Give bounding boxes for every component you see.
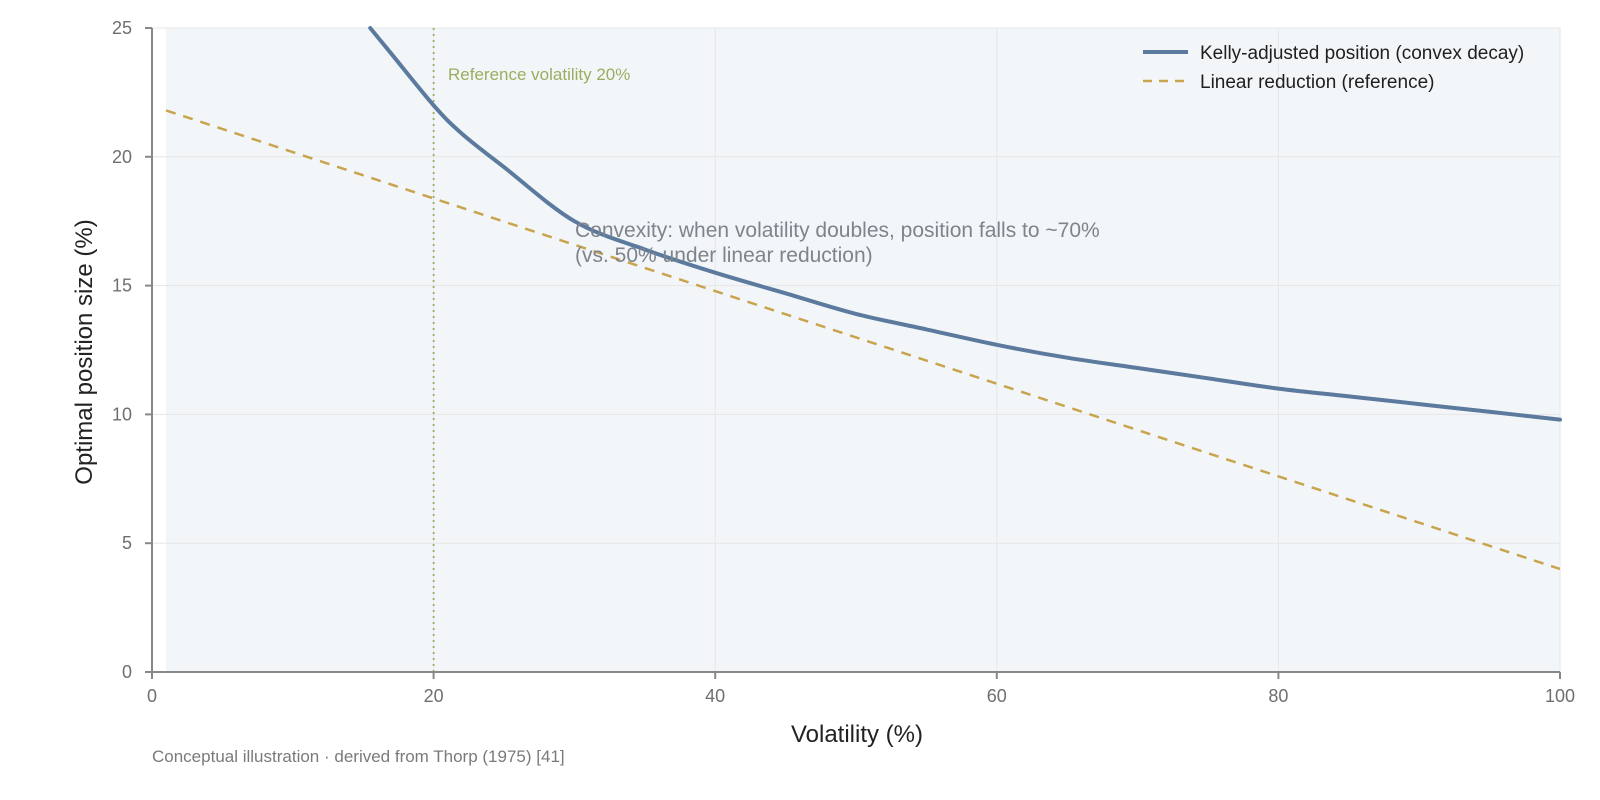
y-tick-label: 15 bbox=[112, 276, 132, 296]
x-tick-label: 100 bbox=[1545, 686, 1575, 706]
x-axis-title: Volatility (%) bbox=[791, 721, 923, 748]
reference-volatility-label: Reference volatility 20% bbox=[448, 65, 630, 84]
x-tick-label: 40 bbox=[705, 686, 725, 706]
y-tick-label: 0 bbox=[122, 662, 132, 682]
legend: Kelly-adjusted position (convex decay) L… bbox=[1143, 43, 1524, 93]
area-fill bbox=[166, 28, 1561, 672]
y-tick-label: 10 bbox=[112, 404, 132, 424]
series-layer bbox=[165, 26, 1562, 571]
convexity-annotation-line-2: (vs. 50% under linear reduction) bbox=[575, 244, 873, 267]
x-tick-label: 80 bbox=[1268, 686, 1288, 706]
y-tick-label: 20 bbox=[112, 147, 132, 167]
y-tick-label: 5 bbox=[122, 533, 132, 553]
x-tick-label: 60 bbox=[987, 686, 1007, 706]
area-fill-layer bbox=[166, 28, 1561, 672]
legend-linear-label: Linear reduction (reference) bbox=[1200, 72, 1434, 93]
tick-labels: 0 20 40 60 80 100 0 5 10 15 20 25 bbox=[112, 18, 1575, 706]
series-kelly-line bbox=[368, 26, 1562, 422]
x-tick-label: 20 bbox=[424, 686, 444, 706]
source-note: Conceptual illustration · derived from T… bbox=[152, 747, 565, 766]
convexity-annotation-line-1: Convexity: when volatility doubles, posi… bbox=[575, 219, 1100, 242]
y-tick-label: 25 bbox=[112, 18, 132, 38]
legend-kelly-label: Kelly-adjusted position (convex decay) bbox=[1200, 43, 1524, 64]
y-axis-title: Optimal position size (%) bbox=[71, 219, 98, 484]
axes bbox=[145, 27, 1561, 679]
x-tick-label: 0 bbox=[147, 686, 157, 706]
